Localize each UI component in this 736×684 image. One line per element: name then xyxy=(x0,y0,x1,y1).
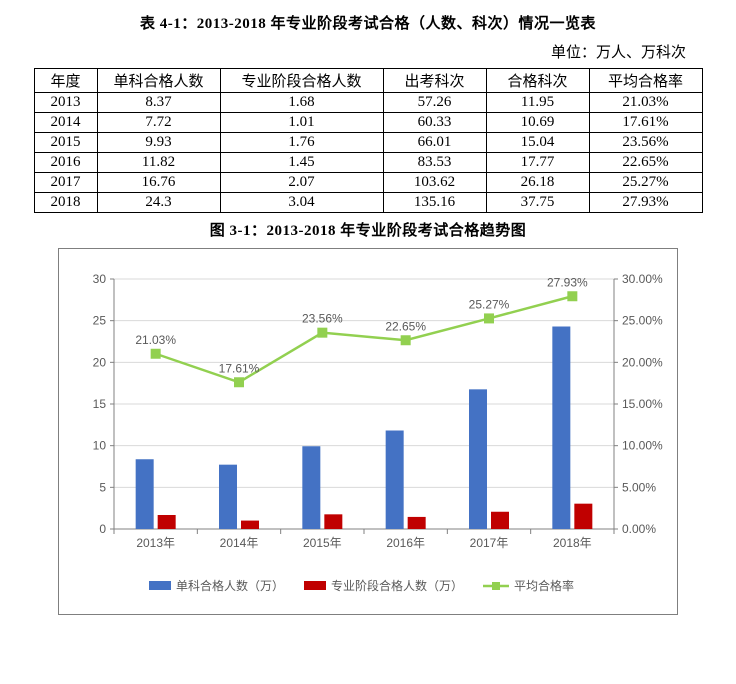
table-title: 表 4-1：2013-2018 年专业阶段考试合格（人数、科次）情况一览表 xyxy=(20,12,716,33)
svg-text:25.27%: 25.27% xyxy=(469,297,510,311)
svg-text:15.00%: 15.00% xyxy=(622,397,663,411)
svg-text:5: 5 xyxy=(99,480,106,494)
data-table: 年度单科合格人数专业阶段合格人数出考科次合格科次平均合格率 20138.371.… xyxy=(34,68,703,213)
chart-title: 图 3-1：2013-2018 年专业阶段考试合格趋势图 xyxy=(20,219,716,240)
table-header: 合格科次 xyxy=(486,69,589,93)
svg-text:5.00%: 5.00% xyxy=(622,480,656,494)
svg-text:17.61%: 17.61% xyxy=(219,361,260,375)
svg-text:20: 20 xyxy=(93,355,107,369)
table-header: 年度 xyxy=(34,69,97,93)
table-header: 平均合格率 xyxy=(589,69,702,93)
svg-text:22.65%: 22.65% xyxy=(385,319,426,333)
svg-text:0: 0 xyxy=(99,522,106,536)
svg-text:2015年: 2015年 xyxy=(303,536,342,550)
svg-text:23.56%: 23.56% xyxy=(302,312,343,326)
svg-text:30.00%: 30.00% xyxy=(622,272,663,286)
table-header: 出考科次 xyxy=(383,69,486,93)
svg-text:0.00%: 0.00% xyxy=(622,522,656,536)
svg-text:27.93%: 27.93% xyxy=(547,275,588,289)
svg-text:2013年: 2013年 xyxy=(136,536,175,550)
table-header: 专业阶段合格人数 xyxy=(220,69,383,93)
table-row: 20147.721.0160.3310.6917.61% xyxy=(34,113,702,133)
svg-text:25.00%: 25.00% xyxy=(622,314,663,328)
svg-text:平均合格率: 平均合格率 xyxy=(514,578,574,593)
table-row: 201611.821.4583.5317.7722.65% xyxy=(34,153,702,173)
svg-text:2017年: 2017年 xyxy=(470,536,509,550)
trend-chart: 0 0.00% 5 5.00% 10 10.00% 15 15.00% 20 20.00% 25 25… xyxy=(58,248,678,615)
table-header: 单科合格人数 xyxy=(97,69,220,93)
table-row: 20138.371.6857.2611.9521.03% xyxy=(34,93,702,113)
svg-text:10.00%: 10.00% xyxy=(622,439,663,453)
table-row: 201716.762.07103.6226.1825.27% xyxy=(34,173,702,193)
svg-text:2016年: 2016年 xyxy=(386,536,425,550)
svg-text:2014年: 2014年 xyxy=(220,536,259,550)
svg-text:专业阶段合格人数（万）: 专业阶段合格人数（万） xyxy=(331,578,463,593)
svg-text:15: 15 xyxy=(93,397,107,411)
svg-text:20.00%: 20.00% xyxy=(622,355,663,369)
svg-text:2018年: 2018年 xyxy=(553,536,592,550)
table-row: 201824.33.04135.1637.7527.93% xyxy=(34,193,702,213)
svg-text:单科合格人数（万）: 单科合格人数（万） xyxy=(176,578,284,593)
svg-text:30: 30 xyxy=(93,272,107,286)
svg-text:21.03%: 21.03% xyxy=(135,333,176,347)
table-row: 20159.931.7666.0115.0423.56% xyxy=(34,133,702,153)
table-unit: 单位：万人、万科次 xyxy=(20,41,686,62)
svg-text:25: 25 xyxy=(93,314,107,328)
svg-text:10: 10 xyxy=(93,439,107,453)
